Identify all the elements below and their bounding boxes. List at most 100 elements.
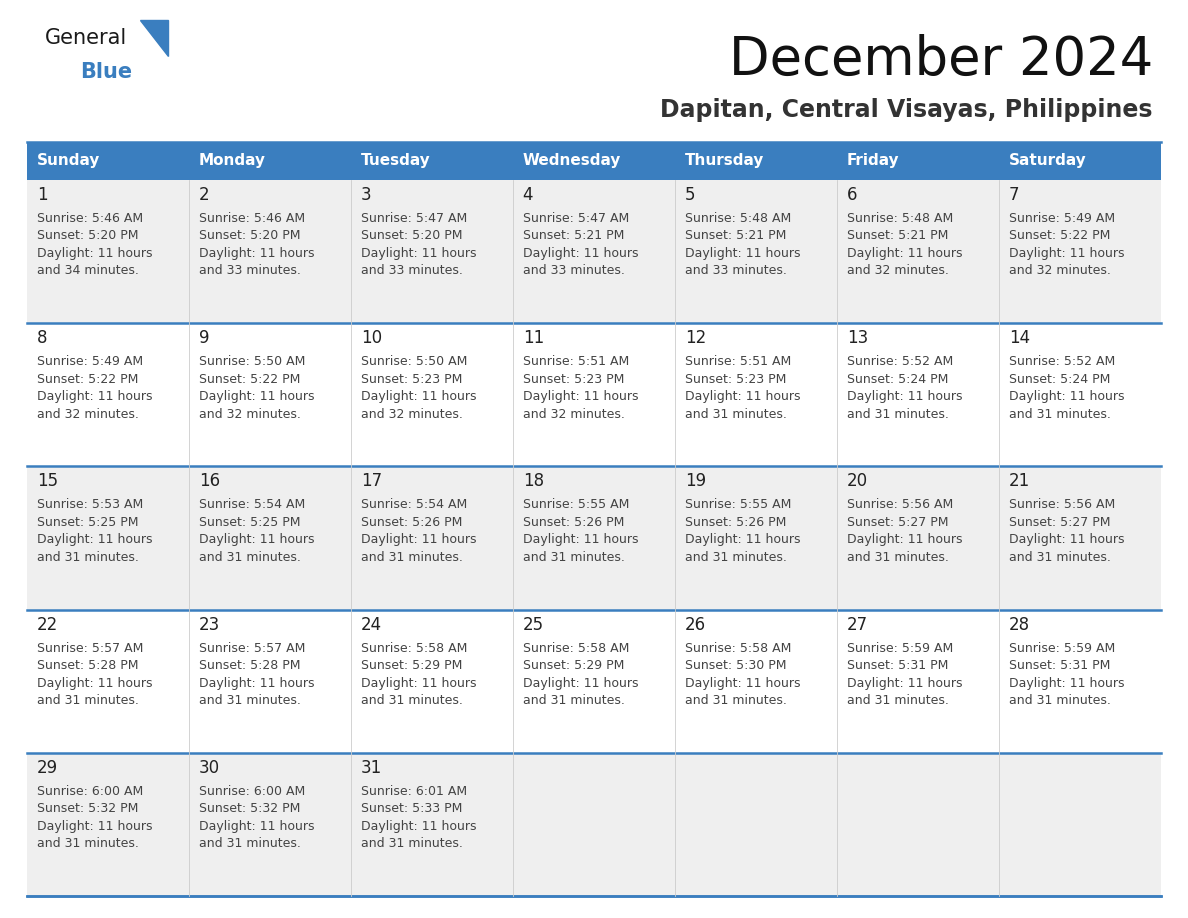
- Text: Sunrise: 5:47 AM: Sunrise: 5:47 AM: [361, 212, 467, 225]
- Text: Daylight: 11 hours: Daylight: 11 hours: [361, 247, 476, 260]
- Text: 17: 17: [361, 473, 381, 490]
- Text: Daylight: 11 hours: Daylight: 11 hours: [37, 247, 152, 260]
- Text: and 32 minutes.: and 32 minutes.: [37, 408, 139, 420]
- Text: 12: 12: [684, 330, 706, 347]
- Text: Sunrise: 5:48 AM: Sunrise: 5:48 AM: [847, 212, 953, 225]
- Text: 8: 8: [37, 330, 48, 347]
- Text: and 31 minutes.: and 31 minutes.: [523, 694, 625, 707]
- Text: Sunrise: 5:52 AM: Sunrise: 5:52 AM: [847, 355, 953, 368]
- Text: Daylight: 11 hours: Daylight: 11 hours: [523, 533, 638, 546]
- Text: Sunset: 5:23 PM: Sunset: 5:23 PM: [523, 373, 624, 386]
- Text: Daylight: 11 hours: Daylight: 11 hours: [198, 820, 314, 833]
- Text: Sunset: 5:20 PM: Sunset: 5:20 PM: [198, 230, 301, 242]
- Text: Monday: Monday: [198, 153, 266, 169]
- Text: and 31 minutes.: and 31 minutes.: [361, 694, 462, 707]
- Text: 16: 16: [198, 473, 220, 490]
- Text: Daylight: 11 hours: Daylight: 11 hours: [847, 677, 962, 689]
- Text: Sunset: 5:20 PM: Sunset: 5:20 PM: [37, 230, 138, 242]
- Text: Daylight: 11 hours: Daylight: 11 hours: [684, 533, 801, 546]
- Text: 24: 24: [361, 616, 381, 633]
- Text: Sunrise: 5:57 AM: Sunrise: 5:57 AM: [37, 642, 143, 655]
- Text: Sunrise: 5:56 AM: Sunrise: 5:56 AM: [1009, 498, 1116, 511]
- Text: Sunset: 5:28 PM: Sunset: 5:28 PM: [198, 659, 301, 672]
- Text: Sunset: 5:31 PM: Sunset: 5:31 PM: [847, 659, 948, 672]
- Text: Daylight: 11 hours: Daylight: 11 hours: [684, 677, 801, 689]
- Text: Daylight: 11 hours: Daylight: 11 hours: [37, 677, 152, 689]
- Text: 14: 14: [1009, 330, 1030, 347]
- Text: Sunset: 5:29 PM: Sunset: 5:29 PM: [523, 659, 624, 672]
- Text: Daylight: 11 hours: Daylight: 11 hours: [361, 390, 476, 403]
- Text: Sunrise: 5:54 AM: Sunrise: 5:54 AM: [361, 498, 467, 511]
- Text: Sunrise: 5:50 AM: Sunrise: 5:50 AM: [361, 355, 467, 368]
- Text: and 31 minutes.: and 31 minutes.: [847, 408, 948, 420]
- Bar: [189, 142, 350, 180]
- Text: Sunset: 5:27 PM: Sunset: 5:27 PM: [1009, 516, 1111, 529]
- Text: General: General: [45, 28, 127, 48]
- Text: Saturday: Saturday: [1009, 153, 1087, 169]
- Text: Sunrise: 5:49 AM: Sunrise: 5:49 AM: [1009, 212, 1114, 225]
- Text: Daylight: 11 hours: Daylight: 11 hours: [684, 247, 801, 260]
- Text: 25: 25: [523, 616, 544, 633]
- Text: Sunrise: 5:49 AM: Sunrise: 5:49 AM: [37, 355, 143, 368]
- Text: Sunrise: 5:47 AM: Sunrise: 5:47 AM: [523, 212, 628, 225]
- Text: Daylight: 11 hours: Daylight: 11 hours: [1009, 677, 1124, 689]
- Text: Daylight: 11 hours: Daylight: 11 hours: [37, 533, 152, 546]
- Text: 27: 27: [847, 616, 868, 633]
- Text: Sunrise: 5:50 AM: Sunrise: 5:50 AM: [198, 355, 305, 368]
- Text: 6: 6: [847, 186, 858, 204]
- Text: Sunset: 5:31 PM: Sunset: 5:31 PM: [1009, 659, 1110, 672]
- Text: Daylight: 11 hours: Daylight: 11 hours: [1009, 247, 1124, 260]
- Bar: [350, 142, 513, 180]
- Text: and 32 minutes.: and 32 minutes.: [1009, 264, 1111, 277]
- Text: Daylight: 11 hours: Daylight: 11 hours: [523, 677, 638, 689]
- Text: Daylight: 11 hours: Daylight: 11 hours: [361, 533, 476, 546]
- Text: Sunrise: 6:00 AM: Sunrise: 6:00 AM: [37, 785, 143, 798]
- Text: Sunset: 5:32 PM: Sunset: 5:32 PM: [198, 802, 301, 815]
- Text: Sunset: 5:21 PM: Sunset: 5:21 PM: [684, 230, 786, 242]
- Text: and 31 minutes.: and 31 minutes.: [1009, 694, 1111, 707]
- Text: Daylight: 11 hours: Daylight: 11 hours: [361, 677, 476, 689]
- Text: Daylight: 11 hours: Daylight: 11 hours: [198, 247, 314, 260]
- Text: Sunset: 5:25 PM: Sunset: 5:25 PM: [198, 516, 301, 529]
- Text: Sunset: 5:24 PM: Sunset: 5:24 PM: [847, 373, 948, 386]
- Text: Daylight: 11 hours: Daylight: 11 hours: [198, 533, 314, 546]
- Text: and 31 minutes.: and 31 minutes.: [37, 551, 139, 564]
- Bar: [27, 142, 189, 180]
- Bar: [513, 142, 675, 180]
- Text: Sunrise: 5:48 AM: Sunrise: 5:48 AM: [684, 212, 791, 225]
- Text: and 31 minutes.: and 31 minutes.: [684, 408, 786, 420]
- Text: Sunset: 5:22 PM: Sunset: 5:22 PM: [1009, 230, 1110, 242]
- Text: 23: 23: [198, 616, 220, 633]
- Text: Friday: Friday: [847, 153, 899, 169]
- Text: 11: 11: [523, 330, 544, 347]
- Text: 31: 31: [361, 759, 383, 777]
- Text: Sunrise: 5:57 AM: Sunrise: 5:57 AM: [198, 642, 305, 655]
- Text: 26: 26: [684, 616, 706, 633]
- Text: Sunrise: 6:00 AM: Sunrise: 6:00 AM: [198, 785, 305, 798]
- Text: and 31 minutes.: and 31 minutes.: [523, 551, 625, 564]
- Text: 9: 9: [198, 330, 209, 347]
- Text: Sunset: 5:27 PM: Sunset: 5:27 PM: [847, 516, 948, 529]
- Text: Sunrise: 5:53 AM: Sunrise: 5:53 AM: [37, 498, 143, 511]
- Text: and 31 minutes.: and 31 minutes.: [37, 694, 139, 707]
- Text: Sunrise: 5:46 AM: Sunrise: 5:46 AM: [198, 212, 305, 225]
- Text: Sunrise: 5:55 AM: Sunrise: 5:55 AM: [523, 498, 630, 511]
- Text: Sunset: 5:26 PM: Sunset: 5:26 PM: [684, 516, 786, 529]
- Text: 19: 19: [684, 473, 706, 490]
- Text: and 32 minutes.: and 32 minutes.: [198, 408, 301, 420]
- Text: Sunset: 5:26 PM: Sunset: 5:26 PM: [361, 516, 462, 529]
- Text: Daylight: 11 hours: Daylight: 11 hours: [523, 247, 638, 260]
- Text: Sunset: 5:33 PM: Sunset: 5:33 PM: [361, 802, 462, 815]
- Text: and 34 minutes.: and 34 minutes.: [37, 264, 139, 277]
- Bar: [675, 142, 838, 180]
- Text: Sunday: Sunday: [37, 153, 100, 169]
- Bar: [27, 610, 1161, 753]
- Text: and 31 minutes.: and 31 minutes.: [684, 694, 786, 707]
- Text: Daylight: 11 hours: Daylight: 11 hours: [198, 677, 314, 689]
- Text: and 31 minutes.: and 31 minutes.: [361, 551, 462, 564]
- Text: Sunset: 5:26 PM: Sunset: 5:26 PM: [523, 516, 624, 529]
- Text: and 32 minutes.: and 32 minutes.: [523, 408, 625, 420]
- Text: Sunrise: 5:51 AM: Sunrise: 5:51 AM: [684, 355, 791, 368]
- Text: and 31 minutes.: and 31 minutes.: [847, 551, 948, 564]
- Text: Sunrise: 5:46 AM: Sunrise: 5:46 AM: [37, 212, 143, 225]
